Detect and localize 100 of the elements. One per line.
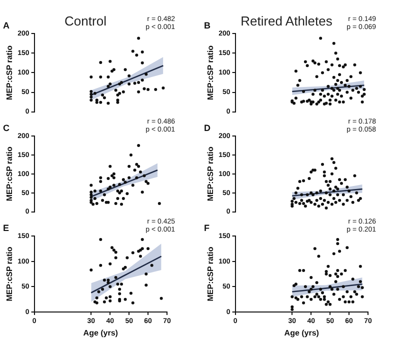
point: [137, 36, 140, 40]
point: [99, 176, 102, 180]
point: [108, 82, 112, 86]
point: [108, 60, 112, 63]
point: [144, 72, 148, 76]
point: [106, 102, 110, 105]
point: [124, 266, 127, 269]
point: [116, 189, 120, 192]
point: [122, 267, 125, 270]
point: [122, 197, 125, 200]
point: [120, 80, 123, 84]
point: [137, 80, 140, 84]
point: [146, 88, 150, 92]
point: [120, 282, 123, 286]
point: [116, 197, 120, 200]
chart-title: Retired Athletes: [240, 13, 333, 28]
point: [97, 290, 100, 294]
point: [126, 256, 129, 260]
point: [101, 288, 104, 291]
point: [126, 192, 129, 196]
text: A: [3, 20, 10, 31]
point: [144, 284, 148, 287]
point: [116, 282, 120, 286]
y-axis-title: MEP:cSP ratio: [206, 45, 216, 100]
point: [99, 100, 102, 104]
point: [102, 300, 106, 304]
point: [90, 92, 93, 96]
y-axis-title: MEP:cSP ratio: [5, 246, 14, 302]
chart-title: Control: [64, 13, 107, 28]
point: [116, 93, 120, 96]
point: [93, 92, 96, 95]
text: C: [3, 122, 10, 133]
point: [90, 76, 93, 78]
point: [108, 299, 112, 302]
point: [92, 202, 95, 206]
point: [112, 248, 116, 252]
point: [118, 183, 122, 186]
point: [120, 202, 123, 206]
point: [146, 182, 150, 185]
point: [129, 153, 132, 156]
point: [106, 84, 110, 88]
point: [162, 86, 165, 90]
point: [99, 76, 102, 78]
point: [108, 186, 112, 189]
point: [154, 88, 158, 92]
point: [144, 180, 148, 183]
point: [118, 191, 122, 194]
text: F: [204, 222, 210, 233]
point: [114, 202, 118, 205]
point: [124, 68, 127, 72]
point: [112, 184, 116, 187]
point: [93, 189, 96, 192]
point: [118, 292, 122, 296]
point: [122, 90, 125, 94]
y-axis-title: MEP:cSP ratio: [206, 246, 216, 302]
text: E: [3, 222, 10, 233]
point: [124, 298, 127, 301]
point: [140, 50, 144, 54]
text: D: [204, 122, 211, 133]
point: [129, 292, 132, 295]
point: [124, 180, 127, 184]
y-axis-title: MEP:cSP ratio: [206, 146, 216, 202]
point: [131, 251, 134, 254]
point: [114, 88, 118, 92]
point: [140, 61, 144, 64]
point: [120, 189, 123, 192]
point: [137, 144, 140, 147]
point: [142, 174, 146, 178]
point: [135, 162, 138, 166]
point: [110, 246, 114, 250]
point: [114, 276, 118, 280]
point: [90, 193, 93, 196]
point: [108, 164, 112, 168]
point: [106, 278, 110, 282]
point: [140, 238, 144, 242]
point: [118, 92, 122, 95]
x-axis-title: Age (yrs): [284, 328, 320, 338]
point: [90, 95, 93, 98]
point: [146, 247, 150, 250]
point: [99, 180, 102, 183]
point: [140, 190, 144, 194]
point: [122, 178, 125, 182]
point: [95, 202, 98, 205]
point: [95, 296, 98, 300]
point: [133, 168, 136, 172]
point: [137, 164, 140, 168]
point: [128, 74, 131, 78]
point: [106, 176, 110, 180]
point: [101, 93, 104, 96]
point: [133, 82, 136, 85]
point: [114, 250, 118, 254]
point: [108, 285, 112, 288]
point: [118, 288, 122, 291]
point: [90, 268, 93, 272]
point: [106, 281, 110, 284]
point: [158, 202, 161, 205]
point: [131, 301, 134, 304]
point: [150, 264, 154, 267]
point: [106, 76, 110, 78]
point: [90, 90, 93, 93]
